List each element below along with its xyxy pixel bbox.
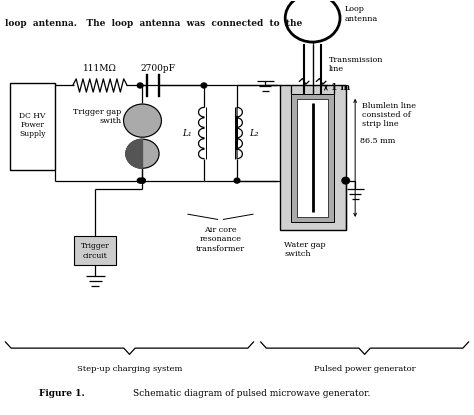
Text: L₁: L₁ — [182, 129, 191, 137]
Circle shape — [124, 104, 161, 137]
Circle shape — [201, 83, 207, 88]
Circle shape — [234, 178, 240, 183]
Text: Loop
antenna: Loop antenna — [345, 5, 378, 22]
Bar — [292, 94, 334, 222]
Circle shape — [140, 178, 146, 183]
Bar — [10, 83, 55, 170]
Text: Trigger
circuit: Trigger circuit — [81, 242, 109, 259]
Polygon shape — [126, 139, 143, 168]
Text: Pulsed power generator: Pulsed power generator — [314, 365, 415, 373]
Text: L₂: L₂ — [249, 129, 259, 137]
Text: Step-up charging system: Step-up charging system — [77, 365, 182, 373]
Text: Schematic diagram of pulsed microwave generator.: Schematic diagram of pulsed microwave ge… — [133, 389, 370, 398]
Text: 111MΩ: 111MΩ — [83, 64, 117, 73]
Text: Transmission
line: Transmission line — [329, 56, 383, 73]
Text: loop  antenna.   The  loop  antenna  was  connected  to  the: loop antenna. The loop antenna was conne… — [5, 20, 303, 28]
Circle shape — [342, 177, 349, 184]
Text: 86.5 mm: 86.5 mm — [360, 137, 395, 145]
Bar — [297, 99, 328, 217]
Bar — [280, 85, 346, 230]
Text: 1 m: 1 m — [330, 83, 350, 92]
Circle shape — [140, 178, 146, 183]
Text: Air core
resonance
transformer: Air core resonance transformer — [196, 226, 245, 252]
Circle shape — [137, 178, 143, 183]
Circle shape — [126, 139, 159, 168]
Text: DC HV
Power
Supply: DC HV Power Supply — [19, 112, 46, 138]
Text: 2700pF: 2700pF — [140, 64, 175, 73]
Text: Blumlein line
consisted of
strip line: Blumlein line consisted of strip line — [362, 102, 416, 128]
Text: Trigger gap
swith: Trigger gap swith — [73, 108, 121, 125]
Text: Figure 1.: Figure 1. — [38, 389, 84, 398]
Text: Water gap
switch: Water gap switch — [284, 241, 326, 258]
Circle shape — [137, 83, 143, 88]
Bar — [74, 237, 117, 266]
